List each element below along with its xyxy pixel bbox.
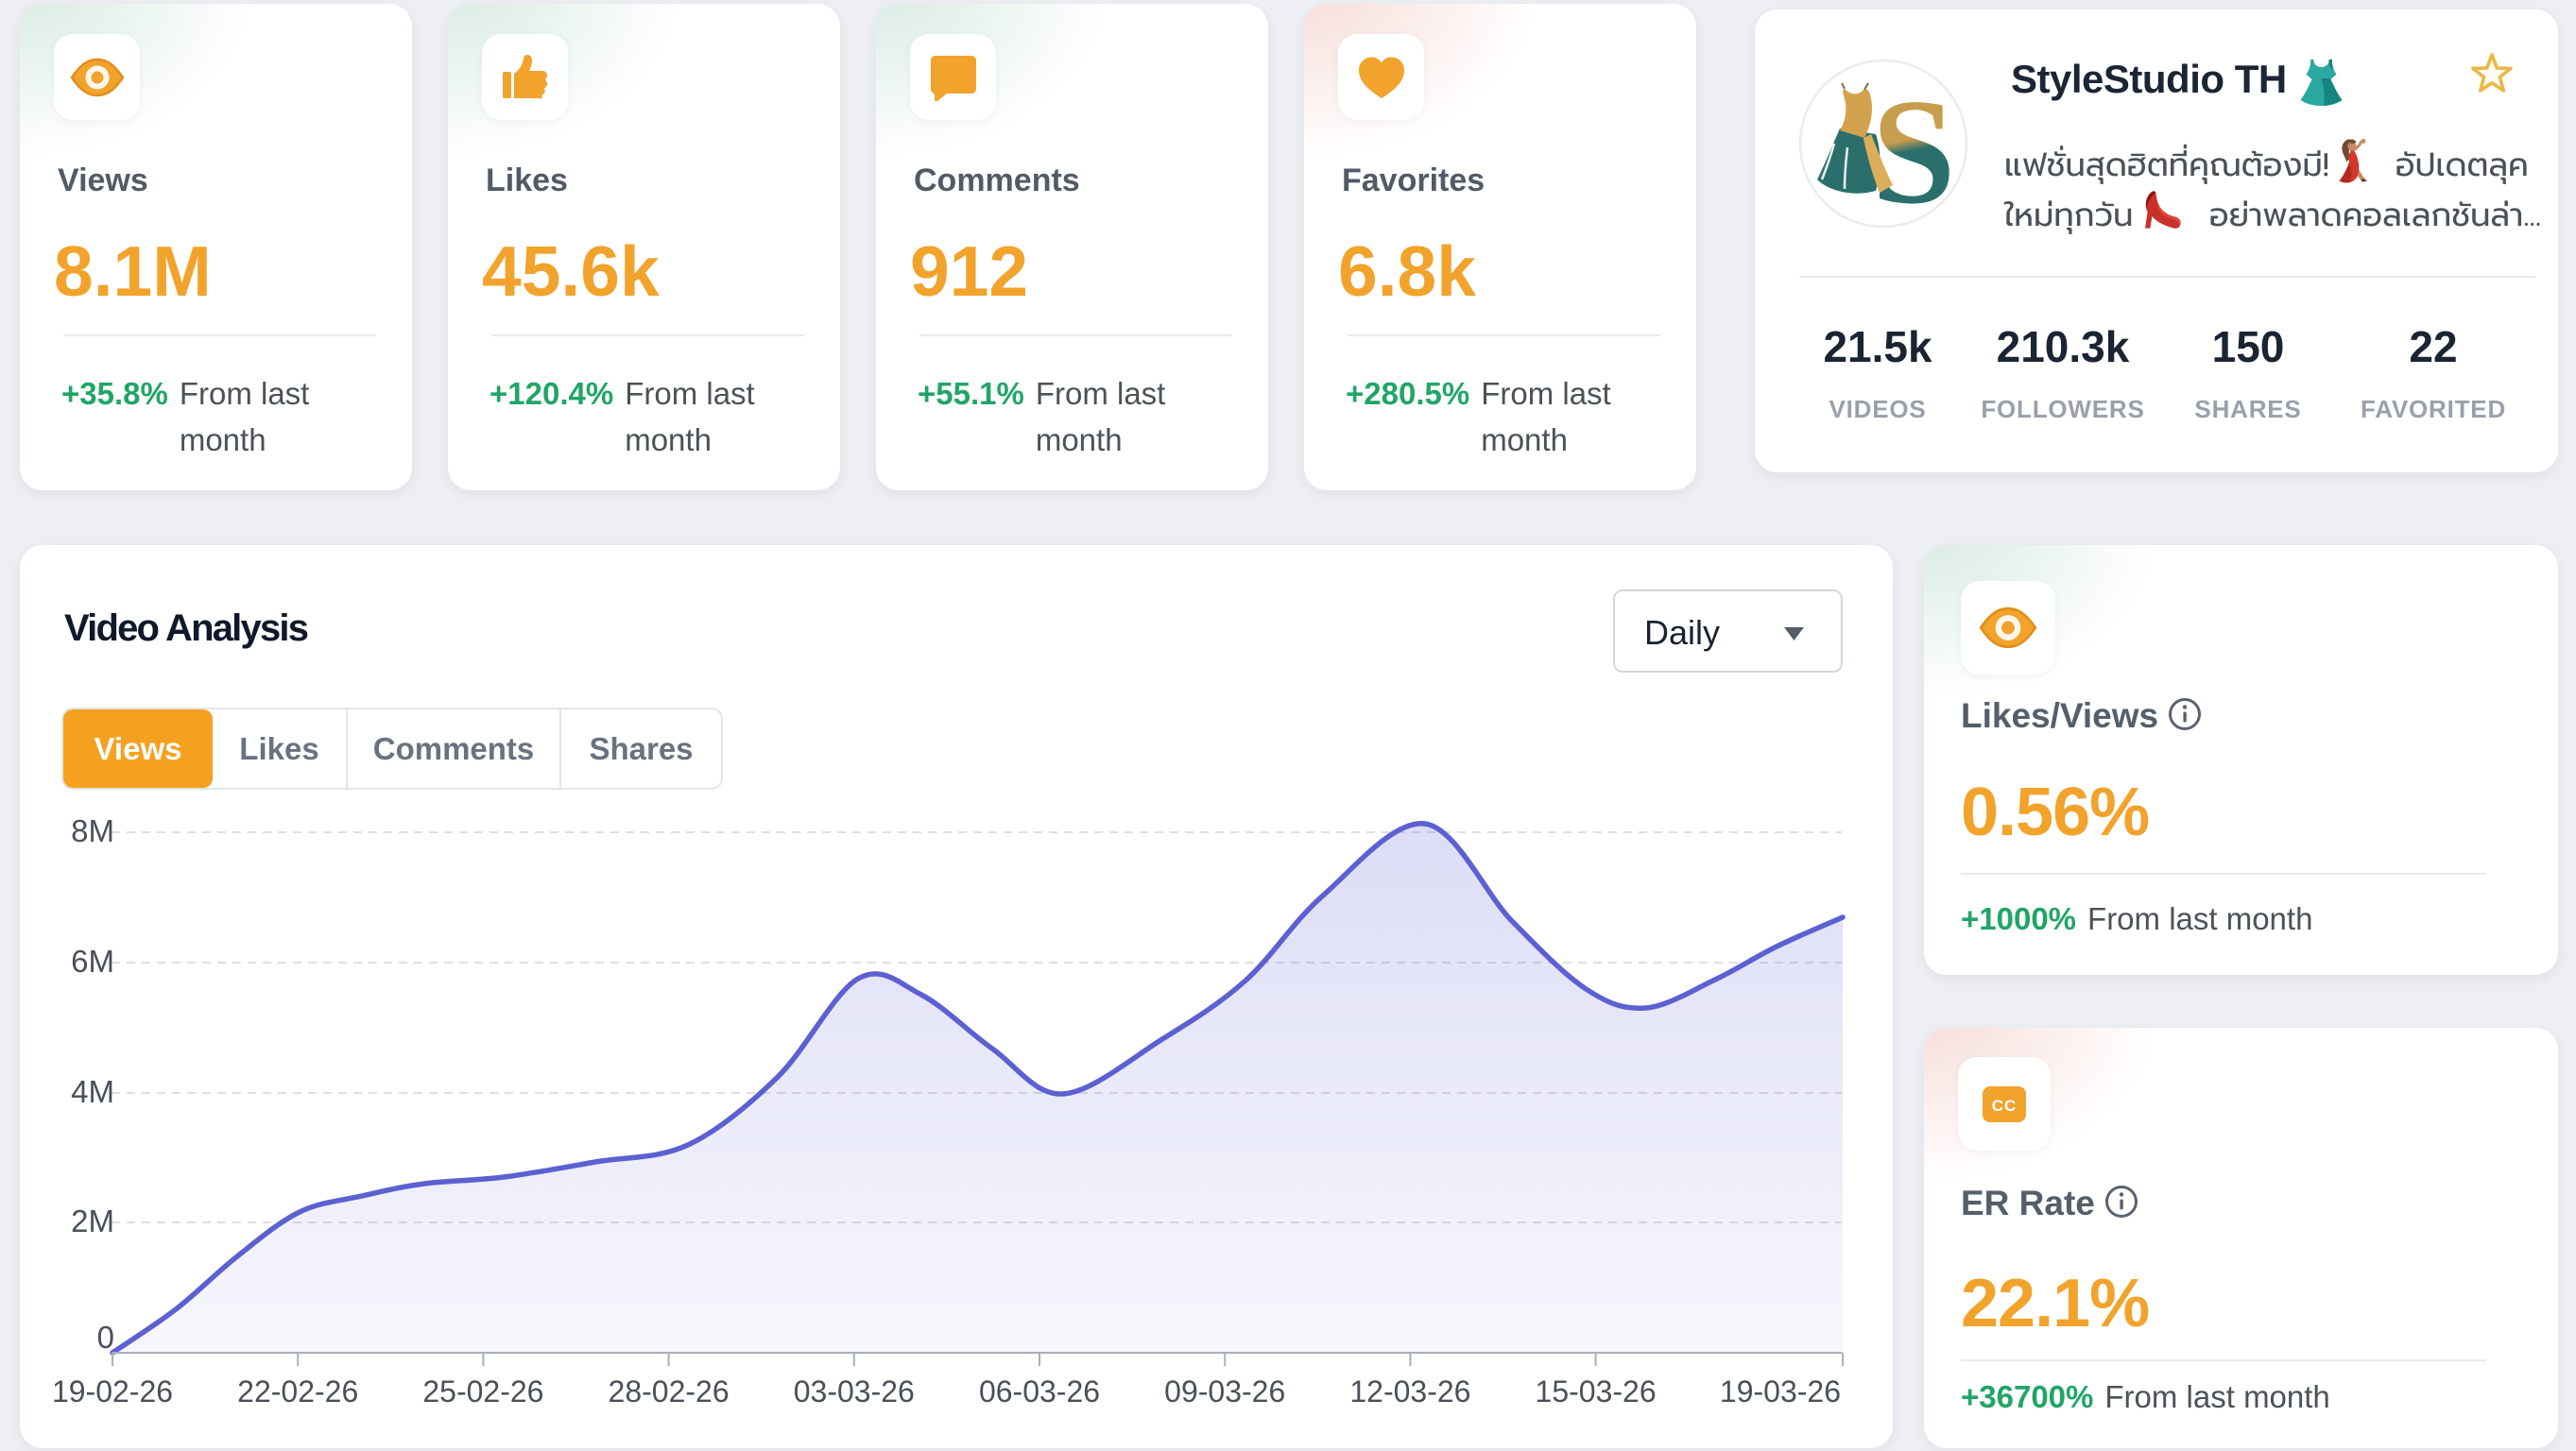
svg-text:S: S	[1872, 67, 1956, 229]
svg-text:28-02-26: 28-02-26	[609, 1374, 730, 1408]
svg-text:12-03-26: 12-03-26	[1349, 1374, 1470, 1408]
svg-text:2M: 2M	[71, 1203, 114, 1238]
svg-text:CC: CC	[1992, 1097, 2018, 1115]
svg-text:4M: 4M	[71, 1074, 114, 1109]
svg-text:06-03-26: 06-03-26	[979, 1374, 1100, 1408]
svg-text:15-03-26: 15-03-26	[1536, 1374, 1657, 1408]
svg-text:22-02-26: 22-02-26	[237, 1374, 358, 1408]
svg-text:03-03-26: 03-03-26	[794, 1374, 915, 1408]
svg-text:19-03-26: 19-03-26	[1720, 1374, 1841, 1408]
svg-text:25-02-26: 25-02-26	[422, 1374, 543, 1408]
svg-text:09-03-26: 09-03-26	[1164, 1374, 1285, 1408]
svg-text:0: 0	[97, 1320, 114, 1355]
svg-text:6M: 6M	[71, 944, 114, 979]
svg-text:19-02-26: 19-02-26	[52, 1374, 173, 1408]
svg-text:8M: 8M	[71, 813, 114, 848]
